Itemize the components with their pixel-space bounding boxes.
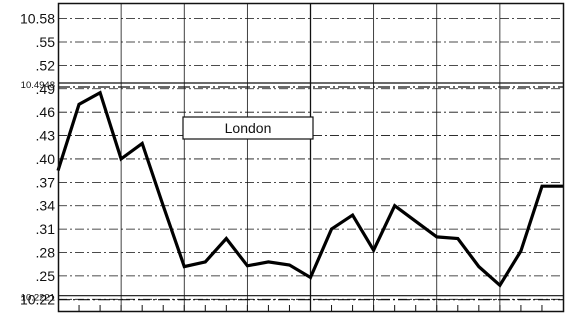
annotation-box [182,116,314,140]
reference-lines [58,82,563,301]
y-tick-label: 10.22 [20,291,55,307]
y-tick-label: .49 [36,81,56,97]
y-tick-label: .43 [36,128,56,144]
y-tick-label: .25 [36,268,56,284]
y-tick-label: .37 [36,174,56,190]
annotation: London [182,116,314,140]
reference-line-label: 10.4948 [21,80,55,91]
y-tick-label: .55 [36,34,56,50]
y-tick-labels: 10.58 .55 .52 .49 .46 .43 .40 .37 .34 .31 .28 .25 10… [20,11,55,308]
y-tick-label: .31 [36,221,56,237]
reference-line-label: 10.2221 [21,293,55,304]
series [56,90,564,288]
grid [58,3,563,311]
annotation-label: London [225,120,272,136]
y-tick-label: .46 [36,104,56,120]
y-tick-label: .34 [36,198,56,214]
y-tick-label: .40 [36,151,56,167]
y-tick-label: 10.58 [20,11,55,27]
y-tick-label: .28 [36,245,56,261]
plot-frame [57,2,565,313]
y-tick-label: .52 [36,57,56,73]
